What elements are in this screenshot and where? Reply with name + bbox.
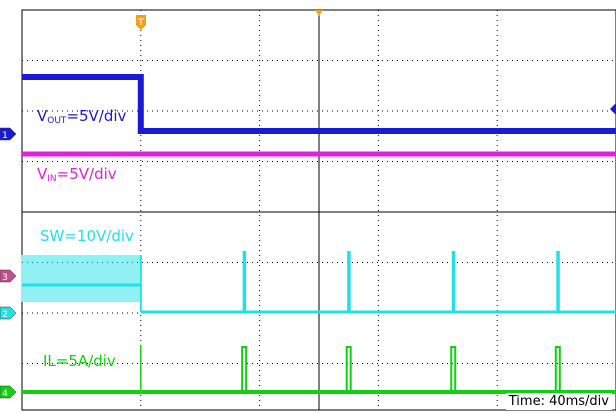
sw-burst-pulse <box>347 251 351 312</box>
channel-1-ground-marker: 1 <box>0 127 17 141</box>
graticule-grid <box>21 9 616 411</box>
sw-switching-band <box>21 255 141 302</box>
channel-3-ground-marker: 3 <box>0 269 17 283</box>
sw-channel-label: SW=10V/div <box>40 227 134 245</box>
trigger-label: T <box>137 18 144 28</box>
marker-label: 3 <box>2 273 8 283</box>
il-current-pulse <box>345 346 352 392</box>
trigger-shape <box>136 15 146 30</box>
il-channel-label: IL=5A/div <box>43 352 116 370</box>
marker-shape <box>0 385 17 399</box>
trigger-position-triangle <box>315 10 323 16</box>
waveform-traces <box>21 74 616 394</box>
il-current-pulse <box>450 346 457 392</box>
vout-offset-arrow <box>610 103 616 115</box>
il-current-pulse <box>554 346 561 392</box>
sw-burst-pulse <box>242 251 247 312</box>
sw-burst-pulse <box>556 251 560 312</box>
marker-shape <box>0 306 17 320</box>
marker-shape <box>0 127 17 141</box>
vout-channel-label: VOUT=5V/div <box>37 107 127 126</box>
marker-label: 2 <box>2 310 8 320</box>
vin-channel-label: VIN=5V/div <box>37 165 117 184</box>
channel-4-ground-marker: 4 <box>0 385 17 399</box>
channel-2-ground-marker: 2 <box>0 306 17 320</box>
il-current-pulse <box>241 346 248 392</box>
time-per-div-readout: Time: 40ms/div <box>505 393 612 410</box>
marker-shape <box>0 269 17 283</box>
marker-label: 4 <box>2 389 8 399</box>
trigger-marker: T <box>136 15 146 30</box>
marker-label: 1 <box>2 131 8 141</box>
vout-trace <box>22 74 616 134</box>
sw-burst-pulse <box>451 251 456 312</box>
channel-markers: 1 3 2 4 T <box>0 10 616 399</box>
